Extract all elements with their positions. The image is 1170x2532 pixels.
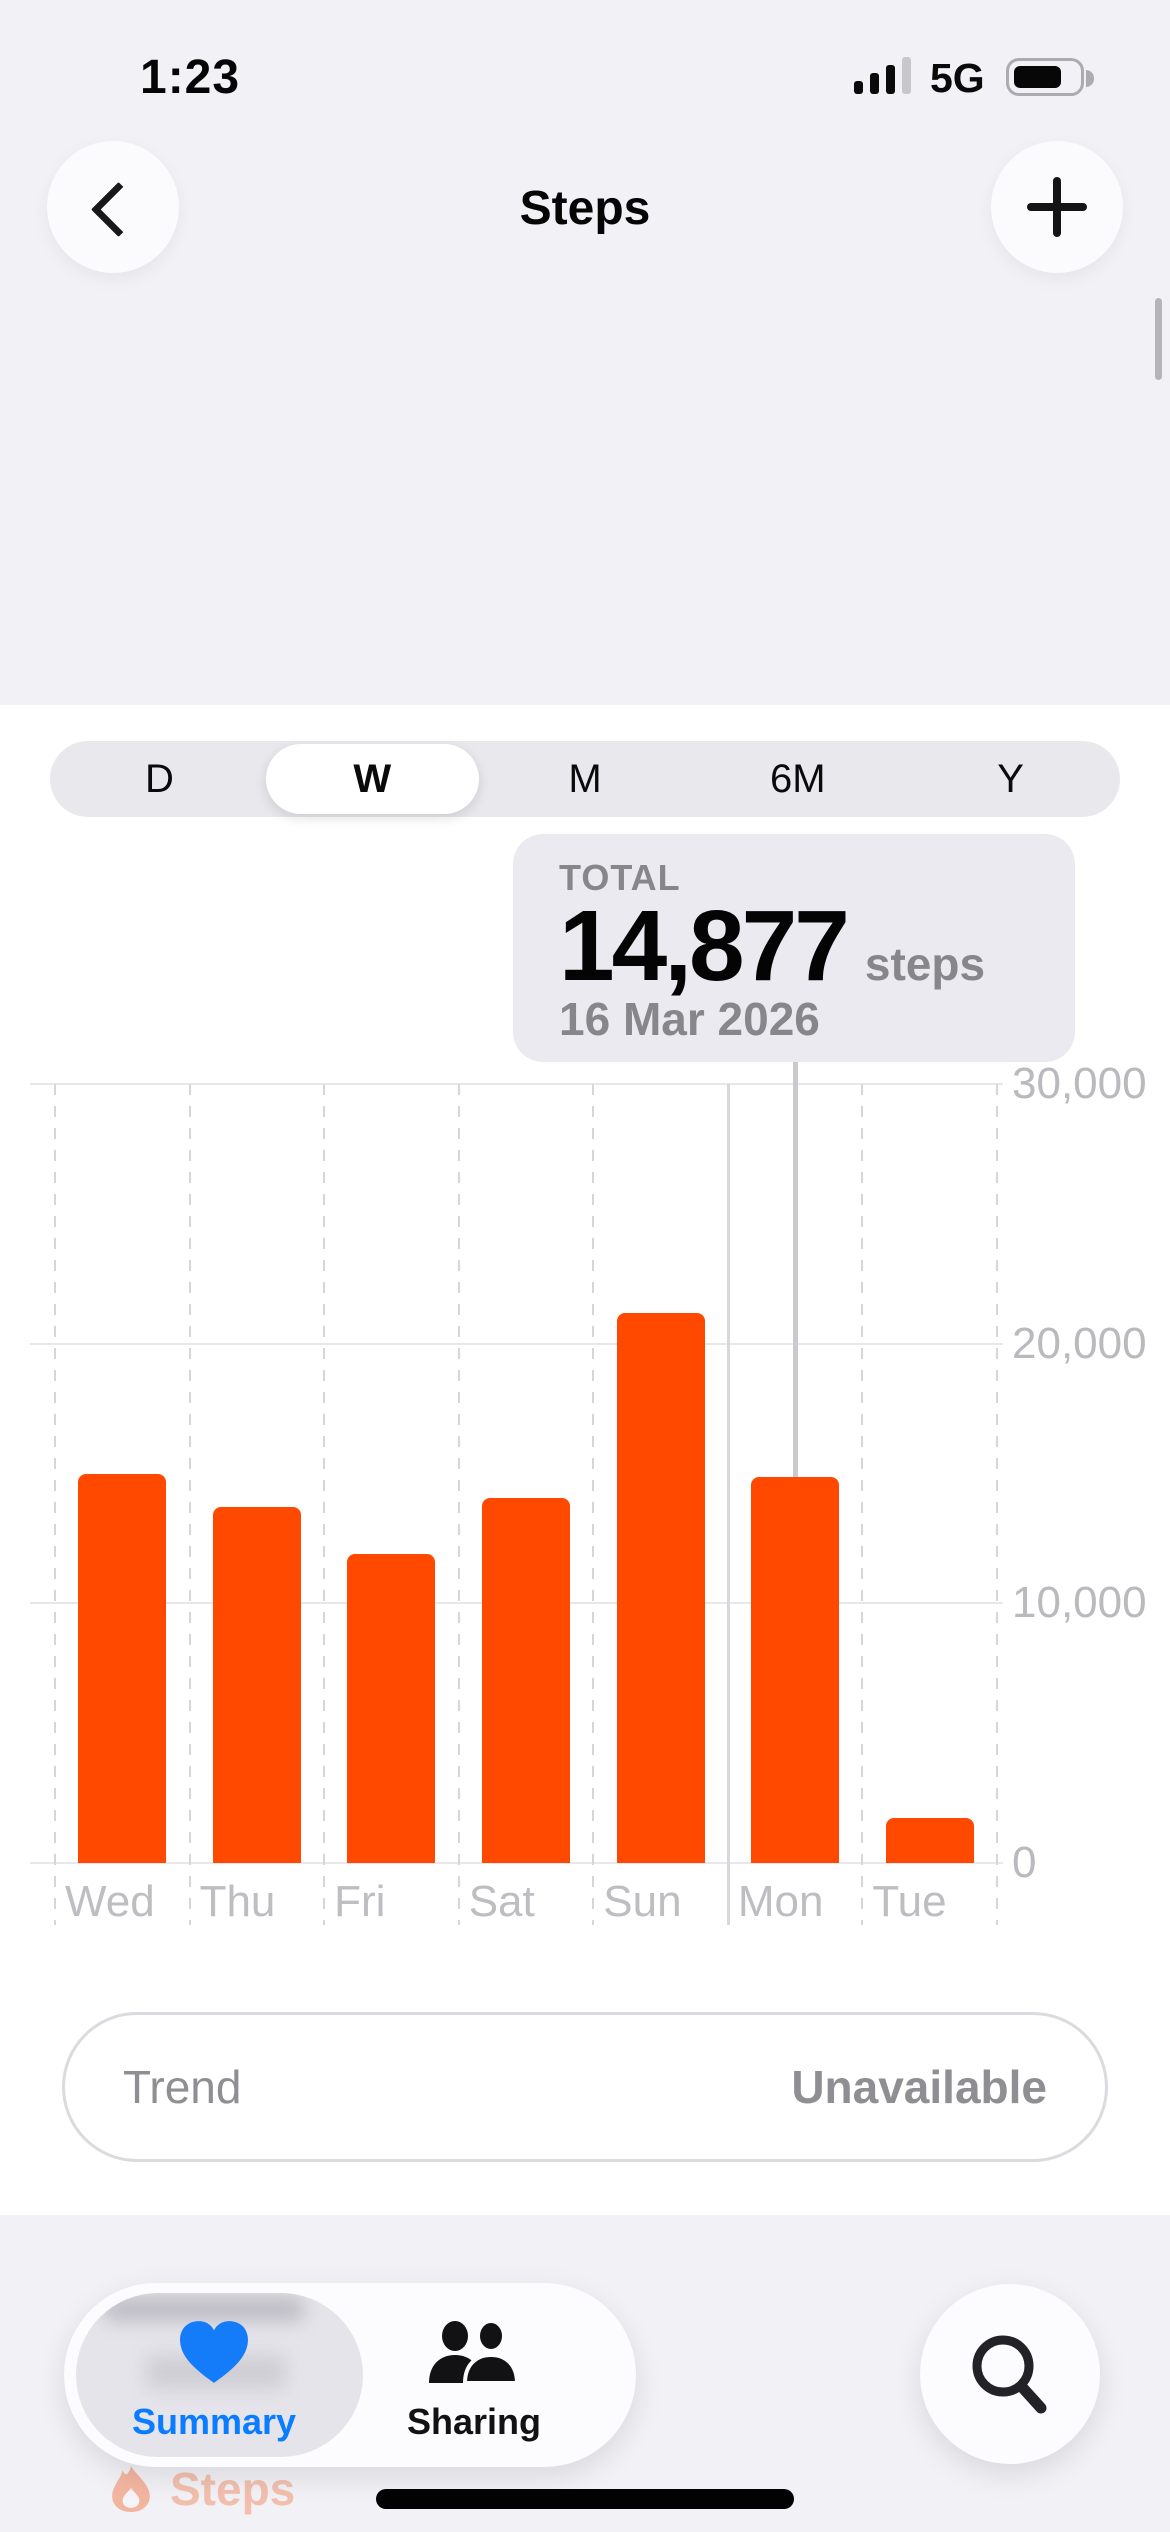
search-icon bbox=[972, 2335, 1047, 2414]
segment-Y[interactable]: Y bbox=[997, 756, 1024, 801]
page-title: Steps bbox=[519, 182, 651, 235]
bar-Fri[interactable] bbox=[347, 1553, 436, 1863]
flame-icon bbox=[112, 2466, 150, 2512]
tab-sharing[interactable]: Sharing bbox=[364, 2283, 584, 2467]
trend-label: Trend bbox=[123, 2061, 242, 2113]
bar-Thu[interactable] bbox=[212, 1507, 301, 1863]
segment-D[interactable]: D bbox=[144, 756, 174, 801]
tab-summary[interactable]: Summary bbox=[64, 2283, 364, 2467]
heart-icon bbox=[180, 2321, 248, 2383]
bar-Sun[interactable] bbox=[616, 1312, 705, 1863]
bar-Sat[interactable] bbox=[481, 1498, 570, 1863]
tooltip-date: 16 Mar 2026 bbox=[559, 993, 820, 1045]
background-sheet-header: Steps bbox=[112, 2462, 295, 2516]
bar-Tue[interactable] bbox=[885, 1817, 974, 1863]
signal-strength-icon bbox=[854, 57, 911, 94]
tab-summary-label: Summary bbox=[131, 2401, 297, 2442]
tooltip-unit: steps bbox=[864, 938, 986, 990]
tab-sharing-label: Sharing bbox=[406, 2401, 541, 2442]
segment-W[interactable]: W bbox=[265, 744, 479, 814]
tooltip-label: TOTAL bbox=[559, 857, 681, 898]
status-bar-time: 1:23 bbox=[140, 51, 241, 104]
home-indicator[interactable] bbox=[376, 2489, 794, 2509]
trend-row[interactable]: Trend Unavailable bbox=[62, 2012, 1108, 2162]
trend-value: Unavailable bbox=[791, 2061, 1047, 2113]
people-icon bbox=[429, 2321, 520, 2385]
search-button[interactable] bbox=[920, 2284, 1100, 2464]
segment-6M[interactable]: 6M bbox=[770, 756, 826, 801]
network-type-label: 5G bbox=[930, 55, 985, 101]
battery-icon bbox=[1006, 58, 1094, 96]
selection-tooltip: TOTAL 14,877 steps 16 Mar 2026 bbox=[513, 834, 1075, 1062]
bar-Wed[interactable] bbox=[78, 1473, 167, 1863]
tab-bar: Summary Sharing bbox=[64, 2283, 636, 2467]
back-button[interactable] bbox=[47, 141, 179, 273]
scroll-indicator[interactable] bbox=[1155, 298, 1162, 380]
bar-Mon[interactable] bbox=[751, 1476, 840, 1863]
add-data-button[interactable] bbox=[991, 141, 1123, 273]
time-range-segmented-control: D W M 6M Y bbox=[50, 741, 1120, 817]
segment-M[interactable]: M bbox=[568, 756, 602, 801]
background-sheet-title: Steps bbox=[170, 2463, 296, 2515]
tooltip-value: 14,877 bbox=[559, 890, 850, 1002]
